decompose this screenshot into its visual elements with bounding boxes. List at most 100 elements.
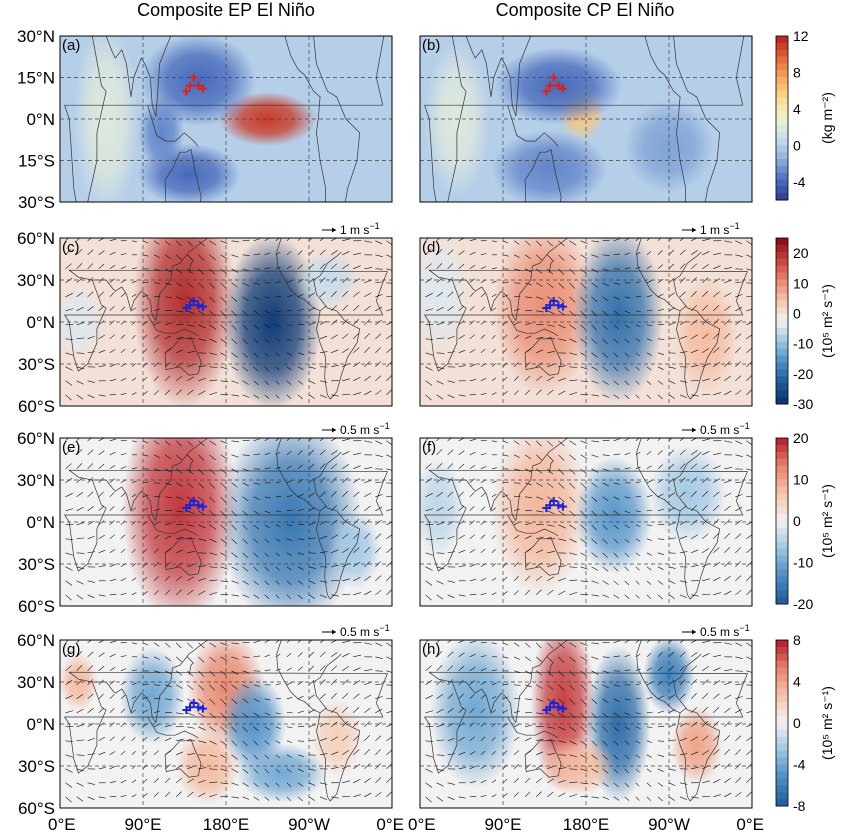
wind-vector: [425, 665, 432, 672]
wind-vector: [602, 726, 608, 733]
wind-vector: [569, 379, 578, 382]
wind-vector: [657, 366, 664, 370]
wind-vector: [330, 305, 337, 312]
wind-vector: [480, 694, 486, 700]
wind-vector: [469, 334, 475, 340]
wind-vector: [297, 450, 303, 456]
wind-vector: [547, 468, 554, 475]
wind-vector: [668, 694, 675, 700]
wind-vector: [375, 735, 382, 742]
wind-vector: [724, 279, 732, 284]
wind-vector: [65, 478, 73, 484]
wind-vector: [319, 463, 326, 470]
x-tick-label: 90°W: [288, 815, 330, 834]
wind-vector: [713, 778, 721, 784]
wind-vector: [513, 348, 520, 354]
wind-vector: [491, 534, 496, 540]
observation-marker: [558, 704, 567, 713]
wind-vector: [447, 506, 454, 512]
wind-vector: [425, 293, 433, 298]
wind-vector: [713, 794, 722, 798]
wind-vector: [131, 695, 137, 700]
colorbar-tick-label: 0: [793, 513, 801, 529]
colorbar-bin: [776, 321, 788, 329]
colorbar-bin: [776, 355, 788, 363]
wind-vector: [198, 510, 206, 516]
wind-vector: [319, 320, 327, 326]
wind-vector: [386, 763, 392, 770]
wind-vector: [491, 293, 497, 298]
wind-vector: [297, 380, 304, 385]
wind-vector: [724, 707, 731, 714]
wind-vector: [458, 796, 466, 799]
wind-vector: [264, 552, 270, 558]
observation-marker: [186, 301, 195, 310]
wind-vector: [602, 594, 610, 598]
wind-vector: [330, 505, 337, 512]
wind-vector: [668, 739, 676, 742]
wind-vector: [657, 438, 662, 442]
wind-vector: [220, 454, 228, 460]
wind-vector: [297, 782, 304, 787]
wind-vector: [458, 534, 465, 540]
wind-vector: [242, 726, 248, 733]
wind-vector: [375, 520, 382, 526]
wind-vector: [320, 782, 328, 785]
wind-vector: [198, 684, 205, 691]
wind-vector: [624, 754, 630, 760]
wind-vector: [386, 440, 392, 446]
wind-vector: [176, 670, 183, 676]
wind-vector: [668, 507, 676, 512]
wind-vector: [198, 656, 205, 663]
wind-vector: [109, 492, 115, 498]
wind-vector: [386, 308, 392, 312]
wind-vector: [447, 737, 455, 742]
wind-vector: [231, 580, 239, 584]
wind-vector: [580, 782, 589, 785]
wind-vector: [87, 291, 94, 298]
wind-vector: [364, 734, 371, 742]
wind-vector: [98, 549, 106, 554]
wind-vector: [65, 680, 73, 686]
wind-vector: [109, 653, 116, 658]
wind-vector: [480, 592, 487, 596]
wind-vector: [275, 324, 281, 327]
coastline: [507, 314, 559, 337]
wind-vector: [109, 464, 116, 470]
wind-vector: [165, 684, 172, 688]
lat-tick-label: 15°S: [18, 152, 55, 171]
wind-vector: [724, 749, 731, 756]
wind-vector: [735, 708, 743, 714]
wind-vector: [98, 707, 105, 714]
wind-vector: [176, 362, 183, 368]
wind-vector: [164, 656, 171, 662]
wind-vector: [701, 491, 709, 498]
wind-vector: [624, 796, 630, 801]
wind-vector: [131, 377, 137, 382]
wind-vector: [447, 753, 456, 756]
observation-marker: [182, 87, 191, 96]
wind-vector: [635, 310, 641, 313]
observation-marker: [186, 501, 195, 510]
wind-vector: [525, 309, 533, 312]
wind-vector: [364, 347, 371, 354]
wind-vector: [613, 782, 619, 788]
wind-vector: [425, 796, 432, 803]
wind-vector: [264, 669, 271, 672]
wind-vector: [702, 679, 709, 686]
wind-vector: [264, 380, 270, 386]
wind-vector: [624, 310, 631, 314]
wind-vector: [120, 292, 126, 298]
wind-vector: [502, 534, 508, 540]
wind-vector: [253, 380, 259, 386]
lat-tick-label: 60°N: [17, 429, 55, 448]
wind-vector: [624, 252, 631, 256]
wind-vector: [220, 468, 227, 474]
wind-vector: [275, 266, 281, 270]
wind-vector: [375, 722, 382, 728]
reference-arrowhead: [332, 629, 336, 635]
wind-vector: [447, 438, 452, 442]
wind-vector: [547, 454, 553, 461]
wind-vector: [646, 524, 653, 526]
wind-vector: [76, 552, 85, 554]
